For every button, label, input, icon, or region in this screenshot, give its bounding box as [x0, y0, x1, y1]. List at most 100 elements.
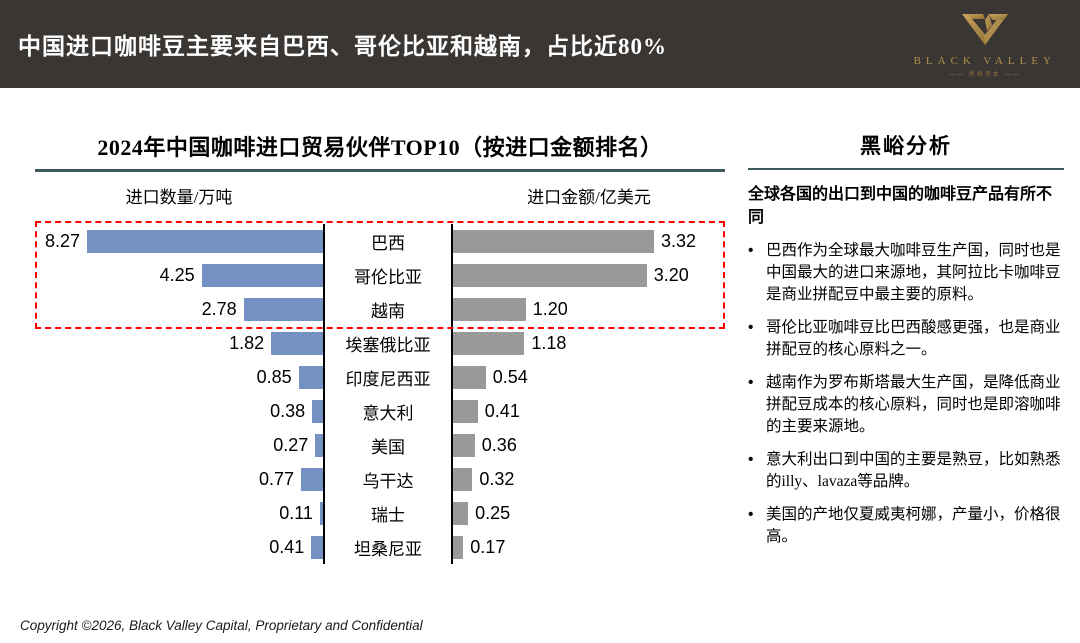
analysis-bullet: • 越南作为罗布斯塔最大生产国，是降低商业拼配豆成本的核心原料，同时也是即溶咖啡的… — [748, 372, 1064, 438]
amount-value-label: 0.54 — [492, 366, 528, 387]
bullet-marker-icon: • — [748, 319, 754, 337]
bullet-text: 美国的产地仅夏威夷柯娜，产量小，价格很高。 — [766, 506, 1061, 546]
quantity-cell: 0.85 — [35, 365, 323, 389]
amount-value-label: 0.25 — [475, 502, 511, 523]
quantity-bar — [301, 467, 323, 491]
quantity-bar — [311, 535, 323, 559]
analysis-intro: 全球各国的出口到中国的咖啡豆产品有所不同 — [748, 186, 1053, 227]
amount-value-label: 3.20 — [653, 264, 689, 285]
quantity-value-label: 2.78 — [201, 298, 237, 319]
quantity-value-label: 0.38 — [270, 400, 306, 421]
chart-row-1: 8.27 巴西 3.32 — [35, 224, 725, 258]
amount-bar — [453, 229, 654, 253]
center-column-spacer — [323, 183, 453, 208]
quantity-value-label: 0.41 — [269, 536, 305, 557]
quantity-value-label: 0.27 — [273, 434, 309, 455]
quantity-cell: 0.77 — [35, 467, 323, 491]
tornado-chart-body: 8.27 巴西 3.32 4.25 哥伦比亚 3.20 2.78 越南 1.20 1.82 埃塞俄比… — [35, 221, 725, 564]
bullet-marker-icon: • — [748, 242, 754, 260]
amount-bar — [453, 433, 475, 457]
bullet-marker-icon: • — [748, 506, 754, 524]
amount-bar — [453, 297, 526, 321]
quantity-value-label: 0.77 — [258, 468, 294, 489]
amount-value-label: 3.32 — [661, 230, 697, 251]
amount-value-label: 0.32 — [479, 468, 515, 489]
logo-subtext-label: —— 黑峪资本 —— — [949, 71, 1021, 78]
left-axis-unit-label: 进口数量/万吨 — [125, 188, 233, 207]
quantity-bar — [243, 297, 323, 321]
amount-bar — [453, 501, 469, 525]
amount-value-label: 1.20 — [532, 298, 568, 319]
amount-cell: 0.25 — [453, 501, 725, 525]
analysis-bullet: • 美国的产地仅夏威夷柯娜，产量小，价格很高。 — [748, 504, 1064, 548]
amount-cell: 0.54 — [453, 365, 725, 389]
amount-bar — [453, 365, 486, 389]
chart-row-9: 0.11 瑞士 0.25 — [35, 496, 725, 530]
quantity-cell: 0.41 — [35, 535, 323, 559]
quantity-cell: 4.25 — [35, 263, 323, 287]
chart-row-10: 0.41 坦桑尼亚 0.17 — [35, 530, 725, 564]
country-label: 巴西 — [323, 224, 453, 258]
amount-bar — [453, 399, 478, 423]
quantity-bar — [201, 263, 323, 287]
quantity-value-label: 1.82 — [229, 332, 265, 353]
company-logo: BLACK VALLEY —— 黑峪资本 —— — [914, 11, 1056, 78]
quantity-cell: 0.38 — [35, 399, 323, 423]
amount-cell: 0.41 — [453, 399, 725, 423]
amount-value-label: 0.36 — [481, 434, 517, 455]
country-label: 坦桑尼亚 — [323, 530, 453, 564]
amount-bar — [453, 263, 647, 287]
analysis-bullet: • 巴西作为全球最大咖啡豆生产国，同时也是中国最大的进口来源地，其阿拉比卡咖啡豆是… — [748, 240, 1064, 306]
copyright-footer: Copyright ©2026, Black Valley Capital, P… — [20, 618, 423, 633]
chart-row-5: 0.85 印度尼西亚 0.54 — [35, 360, 725, 394]
country-label: 印度尼西亚 — [323, 360, 453, 394]
bullet-text: 哥伦比亚咖啡豆比巴西酸感更强，也是商业拼配豆的核心原料之一。 — [766, 319, 1061, 359]
analysis-panel: 黑峪分析 全球各国的出口到中国的咖啡豆产品有所不同 • 巴西作为全球最大咖啡豆生产… — [748, 130, 1064, 548]
amount-cell: 1.20 — [453, 297, 725, 321]
amount-cell: 1.18 — [453, 331, 725, 355]
bullet-marker-icon: • — [748, 451, 754, 469]
analysis-title: 黑峪分析 — [748, 130, 1064, 170]
quantity-bar — [271, 331, 323, 355]
quantity-value-label: 0.11 — [279, 502, 313, 523]
slide-header: 中国进口咖啡豆主要来自巴西、哥伦比亚和越南，占比近80% BLACK VALLE… — [0, 0, 1080, 88]
amount-cell: 0.32 — [453, 467, 725, 491]
amount-value-label: 0.17 — [470, 536, 506, 557]
amount-cell: 0.17 — [453, 535, 725, 559]
bullet-marker-icon: • — [748, 374, 754, 392]
chart-row-4: 1.82 埃塞俄比亚 1.18 — [35, 326, 725, 360]
country-label: 意大利 — [323, 394, 453, 428]
quantity-bar — [319, 501, 323, 525]
chart-section: 2024年中国咖啡进口贸易伙伴TOP10（按进口金额排名） 进口数量/万吨 进口… — [35, 130, 725, 564]
amount-bar — [453, 331, 525, 355]
country-label: 埃塞俄比亚 — [323, 326, 453, 360]
amount-value-label: 0.41 — [484, 400, 520, 421]
black-valley-logo-icon — [959, 11, 1011, 52]
bullet-text: 越南作为罗布斯塔最大生产国，是降低商业拼配豆成本的核心原料，同时也是即溶咖啡的主… — [766, 374, 1061, 436]
chart-row-6: 0.38 意大利 0.41 — [35, 394, 725, 428]
amount-cell: 0.36 — [453, 433, 725, 457]
amount-bar — [453, 467, 473, 491]
amount-bar — [453, 535, 464, 559]
slide-title: 中国进口咖啡豆主要来自巴西、哥伦比亚和越南，占比近80% — [18, 34, 667, 59]
amount-value-label: 1.18 — [531, 332, 567, 353]
country-label: 哥伦比亚 — [323, 258, 453, 292]
quantity-bar — [298, 365, 323, 389]
analysis-bullet-list: • 巴西作为全球最大咖啡豆生产国，同时也是中国最大的进口来源地，其阿拉比卡咖啡豆是… — [748, 240, 1064, 548]
chart-row-2: 4.25 哥伦比亚 3.20 — [35, 258, 725, 292]
quantity-value-label: 0.85 — [256, 366, 292, 387]
quantity-bar — [87, 229, 323, 253]
amount-cell: 3.32 — [453, 229, 725, 253]
analysis-bullet: • 哥伦比亚咖啡豆比巴西酸感更强，也是商业拼配豆的核心原料之一。 — [748, 317, 1064, 361]
analysis-bullet: • 意大利出口到中国的主要是熟豆，比如熟悉的illy、lavaza等品牌。 — [748, 449, 1064, 493]
quantity-cell: 0.11 — [35, 501, 323, 525]
bullet-text: 意大利出口到中国的主要是熟豆，比如熟悉的illy、lavaza等品牌。 — [766, 451, 1061, 491]
country-label: 越南 — [323, 292, 453, 326]
quantity-value-label: 4.25 — [159, 264, 195, 285]
quantity-value-label: 8.27 — [44, 230, 80, 251]
quantity-cell: 8.27 — [35, 229, 323, 253]
bullet-text: 巴西作为全球最大咖啡豆生产国，同时也是中国最大的进口来源地，其阿拉比卡咖啡豆是商… — [766, 242, 1061, 304]
quantity-bar — [312, 399, 323, 423]
country-label: 乌干达 — [323, 462, 453, 496]
chart-row-7: 0.27 美国 0.36 — [35, 428, 725, 462]
